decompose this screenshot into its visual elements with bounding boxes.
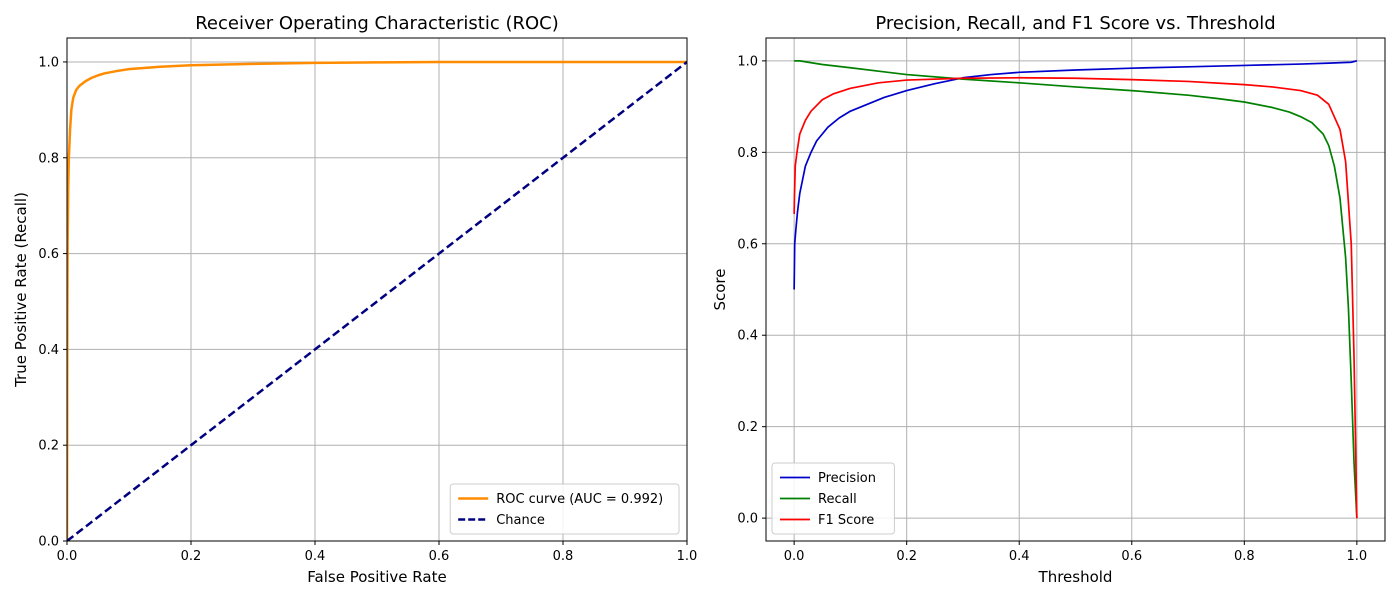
- threshold-series-f1-score-line: [793, 76, 1358, 519]
- roc-axes-frame: [66, 37, 688, 542]
- threshold-x-tick-label-3: 0.6: [1121, 549, 1142, 564]
- roc-y-tick-label-4: 0.8: [38, 151, 59, 166]
- threshold-ticks: 0.0 0.2 0.4 0.6 0.8 1.0 0.0 0.2 0.4 0.6 0.8 1.0: [737, 54, 1367, 564]
- threshold-x-tick-label-5: 1.0: [1347, 549, 1368, 564]
- threshold-x-tick-label-1: 0.2: [896, 549, 917, 564]
- threshold-x-tick-label-4: 0.8: [1234, 549, 1255, 564]
- threshold-series-precision-line: [793, 60, 1358, 290]
- threshold-y-tick-label-4: 0.8: [737, 146, 758, 161]
- roc-y-tick-label-2: 0.4: [38, 343, 59, 358]
- threshold-series-layer: [793, 60, 1358, 519]
- roc-x-tick-label-3: 0.6: [429, 549, 450, 564]
- roc-y-tick-label-5: 1.0: [38, 55, 59, 70]
- threshold-y-tick-label-2: 0.4: [737, 329, 758, 344]
- roc-y-tick-label-1: 0.2: [38, 439, 59, 454]
- threshold-x-tick-label-0: 0.0: [784, 549, 805, 564]
- roc-y-tick-label-3: 0.6: [38, 247, 59, 262]
- roc-ticks: 0.0 0.2 0.4 0.6 0.8 1.0 0.0 0.2 0.4 0.6 0.8 1.0: [38, 55, 697, 564]
- threshold-chart-title: Precision, Recall, and F1 Score vs. Thre…: [875, 13, 1275, 34]
- roc-x-axis-label: False Positive Rate: [307, 568, 446, 586]
- threshold-legend: Precision Recall F1 Score: [771, 462, 895, 535]
- roc-series-layer: [67, 60, 687, 541]
- roc-chart-title: Receiver Operating Characteristic (ROC): [195, 13, 559, 34]
- roc-legend-label-roc-curve-auc-0-992: ROC curve (AUC = 0.992): [496, 492, 663, 507]
- roc-series-chance-line: [67, 60, 687, 541]
- roc-y-tick-label-0: 0.0: [38, 535, 59, 550]
- threshold-legend-box: [771, 462, 895, 535]
- threshold-chart: 0.0 0.2 0.4 0.6 0.8 1.0 0.0 0.2 0.4 0.6 0.8 1.0 Pre…: [711, 13, 1386, 586]
- roc-series-roc-curve-auc-0-992-line: [67, 60, 687, 541]
- roc-x-tick-label-2: 0.4: [305, 549, 326, 564]
- roc-legend-label-chance: Chance: [496, 513, 545, 528]
- threshold-axes-frame: [765, 37, 1386, 542]
- threshold-y-tick-label-1: 0.2: [737, 420, 758, 435]
- threshold-x-tick-label-2: 0.4: [1009, 549, 1030, 564]
- threshold-legend-label-recall: Recall: [818, 492, 857, 507]
- threshold-x-axis-label: Threshold: [1038, 568, 1113, 586]
- threshold-series-recall-line: [794, 60, 1358, 519]
- roc-x-tick-label-4: 0.8: [553, 549, 574, 564]
- threshold-y-axis-label: Score: [711, 268, 729, 310]
- roc-x-tick-label-0: 0.0: [57, 549, 78, 564]
- threshold-y-tick-label-0: 0.0: [737, 512, 758, 527]
- roc-y-axis-label: True Positive Rate (Recall): [12, 192, 30, 388]
- roc-legend-box: [449, 483, 680, 535]
- threshold-y-tick-label-3: 0.6: [737, 237, 758, 252]
- threshold-legend-label-precision: Precision: [818, 471, 876, 486]
- roc-grid: [66, 38, 688, 542]
- roc-x-tick-label-5: 1.0: [677, 549, 698, 564]
- threshold-y-tick-label-5: 1.0: [737, 54, 758, 69]
- roc-chart: 0.0 0.2 0.4 0.6 0.8 1.0 0.0 0.2 0.4 0.6 0.8 1.0 Rec…: [12, 13, 697, 586]
- threshold-legend-label-f1-score: F1 Score: [818, 513, 874, 528]
- roc-x-tick-label-1: 0.2: [181, 549, 202, 564]
- roc-legend: ROC curve (AUC = 0.992) Chance: [449, 483, 680, 535]
